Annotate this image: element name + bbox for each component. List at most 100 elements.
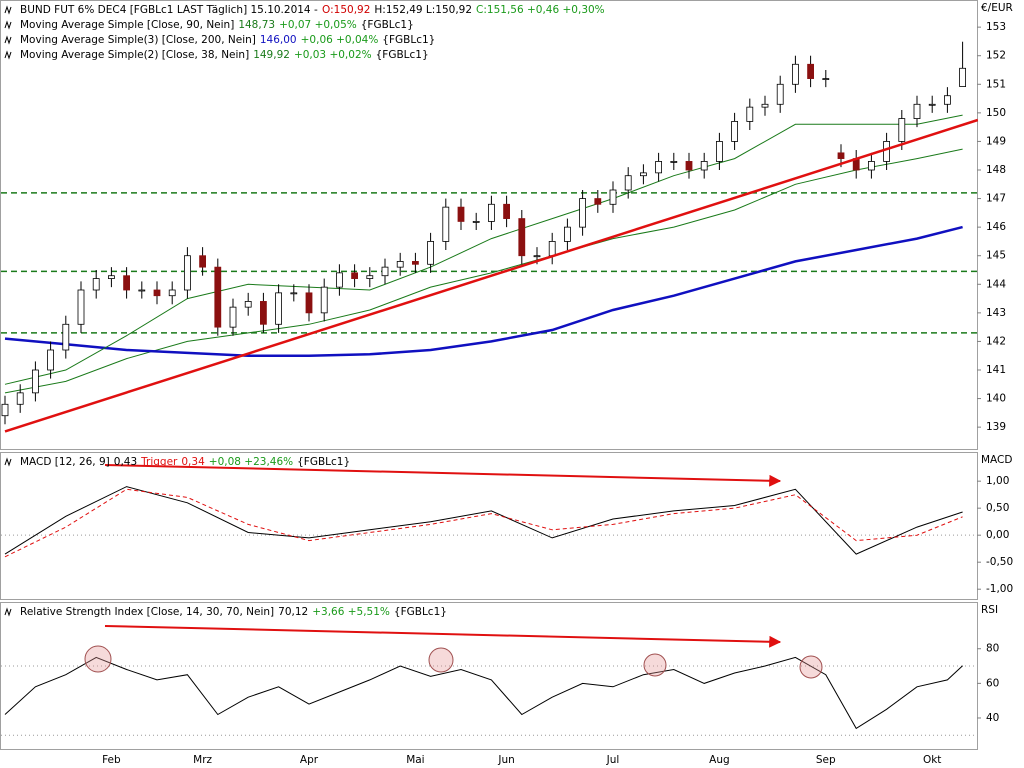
legend-row: Relative Strength Index [Close, 14, 30, …: [20, 606, 447, 618]
x-tick-label: Mai: [406, 754, 424, 766]
y-tick-label: 145: [986, 250, 1006, 262]
candle-body: [244, 301, 252, 308]
legend-text: O:150,92: [322, 4, 370, 16]
y-tick-label: 141: [986, 364, 1006, 376]
legend-text: Moving Average Simple(3) [Close, 200, Ne…: [20, 34, 256, 46]
y-tick-label: 1,00: [986, 475, 1009, 487]
candle-body: [716, 141, 723, 162]
rsi-peak-circle: [428, 647, 454, 673]
legend-text: Trigger: [140, 456, 178, 468]
legend-text: +0,08 +23,46%: [209, 456, 293, 468]
trend-line: [4, 118, 979, 433]
candle-body: [533, 255, 541, 258]
candle-body: [913, 103, 921, 119]
legend-row: MACD [12, 26, 9] 0,43 Trigger 0,34 +0,08 +23…: [20, 456, 350, 468]
candle-body: [883, 141, 890, 162]
candle-body: [624, 175, 632, 191]
y-tick-label: 150: [986, 107, 1006, 119]
rsi-peak-circle: [643, 653, 667, 677]
candle-body: [837, 152, 845, 159]
candle-body: [305, 292, 313, 314]
candle-body: [427, 241, 435, 265]
legend-text: Relative Strength Index [Close, 14, 30, …: [20, 606, 274, 618]
candle-body: [579, 198, 586, 228]
candle-body: [822, 78, 830, 80]
candle-body: [487, 203, 495, 222]
x-tick-label: Aug: [709, 754, 730, 766]
legend-text: 70,12: [278, 606, 308, 618]
candle-body: [776, 83, 784, 105]
y-tick-label: 0,00: [986, 529, 1009, 541]
candle-body: [472, 221, 480, 223]
legend-text: Moving Average Simple [Close, 90, Nein]: [20, 19, 234, 31]
legend-text: C:151,56 +0,46 +0,30%: [476, 4, 605, 16]
candle-body: [62, 323, 70, 351]
candle-body: [442, 206, 450, 242]
legend-row: Moving Average Simple [Close, 90, Nein] 1…: [20, 19, 414, 31]
candle-body: [640, 172, 647, 177]
candle-body: [138, 289, 146, 292]
candle-body: [183, 255, 191, 291]
y-tick-label: 40: [986, 712, 999, 724]
candle-body: [320, 286, 328, 314]
x-tick-label: Sep: [816, 754, 836, 766]
legend-text: {FGBLc1}: [382, 34, 435, 46]
candle-body: [685, 161, 693, 171]
y-tick-label: 60: [986, 677, 999, 689]
candle-body: [199, 255, 207, 268]
y-tick-label: -1,00: [986, 583, 1013, 595]
rsi-peak-circle: [799, 655, 823, 679]
candle-body: [564, 226, 571, 242]
legend-text: {FGBLc1}: [394, 606, 447, 618]
macd-divergence-arrow: [104, 464, 782, 487]
y-tick-label: 152: [986, 50, 1006, 62]
candle-body: [366, 275, 374, 279]
x-tick-label: Okt: [923, 754, 941, 766]
candle-body: [518, 218, 526, 257]
candle-body: [259, 301, 267, 325]
candle-body: [807, 63, 814, 79]
legend-text: 148,73: [238, 19, 275, 31]
candle-body: [411, 261, 419, 265]
legend-text: +0,07 +0,05%: [279, 19, 357, 31]
candle-body: [32, 369, 39, 394]
candle-body: [594, 198, 602, 205]
legend-text: +3,66 +5,51%: [312, 606, 390, 618]
y-tick-label: 139: [986, 421, 1006, 433]
legend-text: BUND FUT 6% DEC4 [FGBLc1 LAST Täglich] 1…: [20, 4, 318, 16]
legend-row: Moving Average Simple(2) [Close, 38, Nei…: [20, 49, 429, 61]
candle-body: [898, 118, 906, 142]
x-tick-label: Jul: [606, 754, 620, 766]
series-line: [4, 486, 963, 555]
y-tick-label: 147: [986, 193, 1006, 205]
legend-text: {FGBLc1}: [361, 19, 414, 31]
axis-label: MACD: [981, 454, 1012, 466]
y-tick-label: -0,50: [986, 556, 1013, 568]
y-tick-label: 142: [986, 335, 1006, 347]
candle-body: [746, 106, 754, 122]
y-tick-label: 148: [986, 164, 1006, 176]
legend-text: Moving Average Simple(2) [Close, 38, Nei…: [20, 49, 249, 61]
candle-body: [381, 266, 389, 277]
candle-body: [290, 292, 298, 295]
candle-body: [396, 261, 404, 268]
candle-body: [944, 95, 951, 105]
candle-body: [214, 266, 222, 328]
legend-icon: [4, 50, 12, 60]
series-line: [4, 225, 963, 357]
candle-body: [700, 161, 708, 171]
candle-body: [108, 275, 115, 279]
axis-label: RSI: [981, 604, 998, 616]
y-tick-label: 140: [986, 393, 1006, 405]
x-tick-label: Mrz: [193, 754, 212, 766]
series-line: [4, 148, 963, 394]
x-tick-label: Apr: [300, 754, 319, 766]
candle-body: [16, 392, 24, 405]
legend-icon: [4, 5, 12, 15]
candle-body: [168, 289, 176, 297]
candle-body: [123, 275, 130, 291]
candle-body: [92, 278, 100, 291]
candle-body: [548, 241, 556, 257]
